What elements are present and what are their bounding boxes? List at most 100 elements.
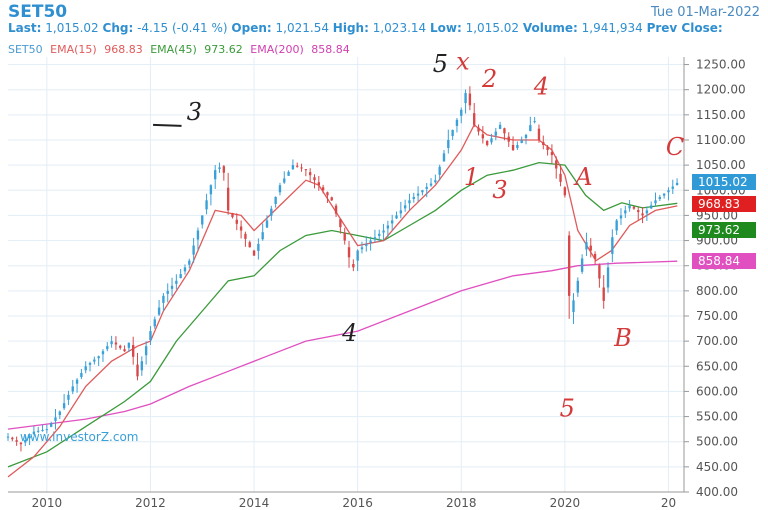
hand-annotation: 5 [560, 395, 575, 423]
candle-body [438, 166, 441, 175]
candle-body [494, 131, 497, 136]
candle-body [287, 171, 290, 176]
candle-body [183, 267, 187, 272]
candle-body [593, 253, 597, 259]
candle-body [326, 192, 329, 196]
volume-label: Volume: [522, 21, 578, 35]
price-label-text: 1015.02 [698, 175, 748, 189]
candle-body [101, 351, 105, 355]
candle-body [425, 186, 428, 189]
open-label: Open: [231, 21, 272, 35]
candle-body [391, 220, 394, 224]
candle-body [434, 180, 437, 183]
candle-body [386, 225, 390, 229]
hand-annotation: x [456, 48, 470, 76]
legend-ema45-value: 973.62 [204, 43, 243, 56]
candle-body [477, 127, 480, 132]
candle-body [352, 264, 355, 268]
legend-symbol: SET50 [8, 43, 43, 56]
candle-body [382, 230, 385, 233]
x-tick-label: 2014 [239, 496, 270, 510]
candle-body [321, 187, 325, 191]
candle-body [54, 417, 57, 421]
candle-body [144, 346, 148, 356]
candle-body [563, 187, 567, 196]
hand-annotation: 5 [433, 50, 448, 78]
price-label-box [692, 253, 756, 269]
x-tick-label: 2012 [135, 496, 166, 510]
candle-body [356, 250, 359, 261]
candle-body [80, 372, 83, 378]
quote-date: Tue 01-Mar-2022 [650, 5, 760, 20]
candle-body [347, 247, 351, 258]
x-tick-label: 2020 [550, 496, 581, 510]
candle-body [542, 141, 545, 146]
prev-close-label: Prev Close: [646, 21, 723, 35]
candle-body [32, 431, 36, 435]
candle-body [140, 361, 144, 371]
volume-value: 1,941,934 [581, 21, 643, 35]
candle-body [658, 196, 662, 199]
candlesticks [6, 86, 679, 452]
candle-body [149, 331, 152, 341]
candle-body [632, 206, 636, 209]
y-tick-label: 400.00 [696, 485, 738, 499]
chg-value: -4.15 (-0.41 %) [137, 21, 228, 35]
hand-annotation: 3 [187, 98, 202, 126]
hand-annotation: 4 [533, 73, 549, 101]
candle-body [645, 210, 649, 214]
candle-body [45, 429, 49, 431]
candle-body [576, 280, 579, 293]
candle-body [511, 145, 515, 151]
candle-body [455, 119, 459, 126]
candle-body [408, 200, 411, 204]
price-label-text: 858.84 [698, 254, 740, 268]
candle-body [598, 265, 601, 279]
candle-body [602, 287, 605, 301]
candle-body [628, 205, 631, 209]
candle-body [175, 280, 178, 284]
candle-body [270, 208, 273, 216]
candle-body [369, 240, 372, 243]
candle-body [6, 436, 10, 438]
candle-body [546, 147, 549, 151]
hand-annotation: B [613, 324, 632, 352]
candle-body [671, 186, 674, 189]
price-label-box [692, 222, 756, 238]
candle-body [226, 187, 230, 211]
candle-body [654, 200, 657, 204]
candle-body [585, 242, 588, 250]
candle-body [317, 182, 320, 186]
candle-body [520, 139, 523, 143]
candle-body [71, 386, 74, 392]
price-label-box [692, 174, 756, 190]
candle-body [662, 193, 666, 196]
candle-body [365, 243, 368, 246]
candle-body [308, 172, 312, 176]
candle-body [283, 178, 286, 183]
indicator-legend: SET50 EMA(15) 968.83 EMA(45) 973.62 EMA(… [8, 43, 354, 56]
y-tick-label: 550.00 [696, 410, 738, 424]
y-tick-label: 1050.00 [696, 158, 746, 172]
candle-body [442, 153, 446, 162]
symbol-title: SET50 [8, 2, 68, 22]
ema15-line [7, 123, 678, 478]
x-tick-label: 2016 [342, 496, 373, 510]
candle-body [248, 242, 251, 248]
candle-body [67, 394, 70, 400]
candle-body [244, 233, 247, 239]
candle-body [58, 411, 61, 416]
y-tick-label: 800.00 [696, 284, 738, 298]
candle-body [481, 134, 485, 139]
candle-body [330, 197, 333, 201]
candle-body [84, 366, 87, 371]
hand-annotation: A [573, 163, 592, 191]
price-label-text: 968.83 [698, 197, 740, 211]
legend-ema45-label: EMA(45) [150, 43, 197, 56]
candle-body [41, 429, 44, 431]
hand-stroke [153, 123, 182, 127]
candle-body [62, 403, 66, 409]
candle-body [218, 167, 221, 170]
candle-body [166, 290, 169, 294]
